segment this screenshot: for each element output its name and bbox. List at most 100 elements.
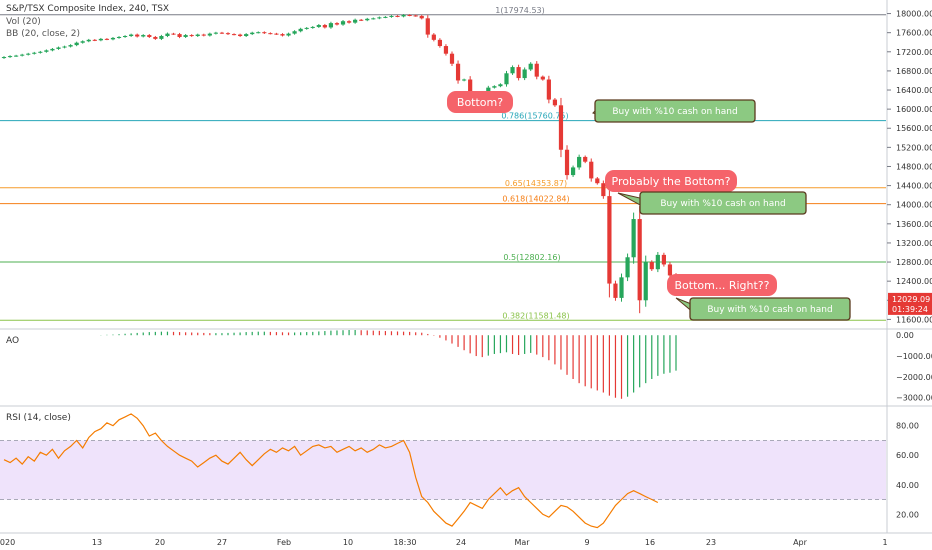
time-tick-label: 16 — [645, 538, 655, 547]
candle-body — [26, 53, 31, 55]
price-and-time-axes: 18000.00 17600.00 17200.00 16800.00 16400.00… — [0, 10, 932, 547]
callout-buy-note[interactable]: Buy with %10 cash on hand — [675, 297, 851, 321]
candle-body — [207, 33, 212, 36]
candle-body — [377, 17, 382, 19]
callout-bottom-label[interactable]: Bottom... Right?? — [667, 274, 777, 296]
candle-body — [413, 15, 418, 17]
awesome-oscillator-pane — [100, 330, 677, 399]
volume-indicator-label[interactable]: Vol (20) — [6, 17, 41, 27]
price-tick-label: 13600.00 — [896, 220, 932, 229]
ao-tick-label: 0.00 — [896, 331, 914, 340]
time-tick-label: Feb — [277, 538, 291, 547]
price-tick-label: 13200.00 — [896, 239, 932, 248]
price-tick-label: 16800.00 — [896, 67, 932, 76]
candle-body — [365, 18, 370, 21]
candle-body — [340, 21, 346, 25]
candle-body — [455, 63, 461, 81]
candle-body — [407, 14, 412, 16]
candle-body — [516, 67, 521, 79]
candle-body — [141, 35, 146, 37]
candle-body — [56, 47, 61, 49]
price-tick-label: 15200.00 — [896, 143, 932, 152]
candle-body — [50, 48, 55, 51]
bar-countdown: 01:39:24 — [892, 305, 928, 314]
candle-body — [637, 219, 642, 301]
callout-bottom-label[interactable]: Probably the Bottom? — [605, 170, 737, 192]
candle-body — [219, 32, 225, 34]
candle-body — [292, 31, 297, 34]
candle-body — [195, 34, 200, 37]
callout-text: Bottom? — [457, 96, 503, 109]
callout-text: Buy with %10 cash on hand — [660, 199, 785, 209]
candle-body — [244, 34, 249, 37]
time-tick-label: 18:30 — [393, 538, 416, 547]
candle-body — [44, 50, 49, 52]
candle-body — [322, 25, 327, 28]
candle-body — [401, 14, 406, 17]
fibonacci-levels: 1(17974.53) 0.786(15760.75) 0.65(14353.87)… — [0, 6, 886, 321]
candle-body — [129, 34, 134, 37]
callout-box — [667, 274, 777, 296]
time-tick-label: 2020 — [0, 538, 15, 547]
candle-body — [437, 39, 442, 47]
price-tick-label: 16000.00 — [896, 105, 932, 114]
price-tick-label: 14400.00 — [896, 182, 932, 191]
candle-body — [667, 264, 673, 276]
callout-text: Buy with %10 cash on hand — [707, 305, 832, 315]
candle-body — [147, 35, 152, 37]
ao-tick-label: −3000.00 — [896, 394, 932, 403]
annotation-callouts: Bottom? Buy with %10 cash on hand Probably… — [447, 91, 851, 321]
candle-body — [613, 283, 618, 298]
candle-body — [86, 39, 91, 42]
callout-buy-note[interactable]: Buy with %10 cash on hand — [617, 191, 807, 215]
candle-body — [492, 86, 497, 88]
candle-body — [20, 54, 25, 56]
rsi-tick-label: 60.00 — [896, 451, 919, 460]
candle-body — [601, 183, 606, 197]
candle-body — [419, 15, 424, 19]
candle-body — [1, 57, 7, 59]
candle-body — [589, 161, 594, 179]
callout-buy-note[interactable]: Buy with %10 cash on hand — [592, 99, 756, 123]
price-tick-label: 16400.00 — [896, 86, 932, 95]
candle-body — [7, 56, 13, 58]
price-tick-label: 15600.00 — [896, 124, 932, 133]
bollinger-bands-label[interactable]: BB (20, close, 2) — [6, 29, 81, 39]
candle-body — [462, 79, 467, 81]
time-tick-label: 13 — [92, 538, 102, 547]
candle-body — [625, 257, 630, 278]
candle-body — [353, 19, 358, 23]
candle-body — [552, 99, 558, 106]
candle-body — [116, 36, 122, 38]
callout-bottom-label[interactable]: Bottom? — [447, 91, 513, 113]
rsi-tick-label: 20.00 — [896, 510, 919, 519]
candle-body — [534, 63, 539, 77]
last-price-value: 12029.09 — [892, 295, 930, 304]
candle-body — [443, 46, 449, 54]
candle-body — [607, 196, 612, 284]
candle-body — [274, 33, 279, 35]
candle-body — [510, 67, 515, 74]
price-tick-label: 12800.00 — [896, 258, 932, 267]
price-tick-label: 17200.00 — [896, 48, 932, 57]
rsi-pane-label[interactable]: RSI (14, close) — [6, 413, 71, 423]
candle-body — [661, 254, 666, 265]
callout-box — [447, 91, 513, 113]
candle-body — [171, 33, 176, 35]
fib-level-label: 0.5(12802.16) — [503, 253, 560, 262]
time-tick-label: Apr — [793, 538, 808, 547]
candle-body — [238, 34, 243, 37]
candle-body — [62, 46, 67, 48]
candle-body — [32, 52, 37, 54]
candle-body — [346, 21, 352, 23]
price-tick-label: 11600.00 — [896, 315, 932, 324]
candle-body — [183, 35, 188, 37]
candle-body — [74, 42, 79, 46]
ao-tick-label: −2000.00 — [896, 373, 932, 382]
candle-body — [425, 18, 430, 35]
ao-pane-label[interactable]: AO — [6, 336, 19, 346]
time-tick-label: 24 — [456, 538, 466, 547]
candle-body — [262, 32, 267, 34]
candle-body — [92, 39, 97, 41]
